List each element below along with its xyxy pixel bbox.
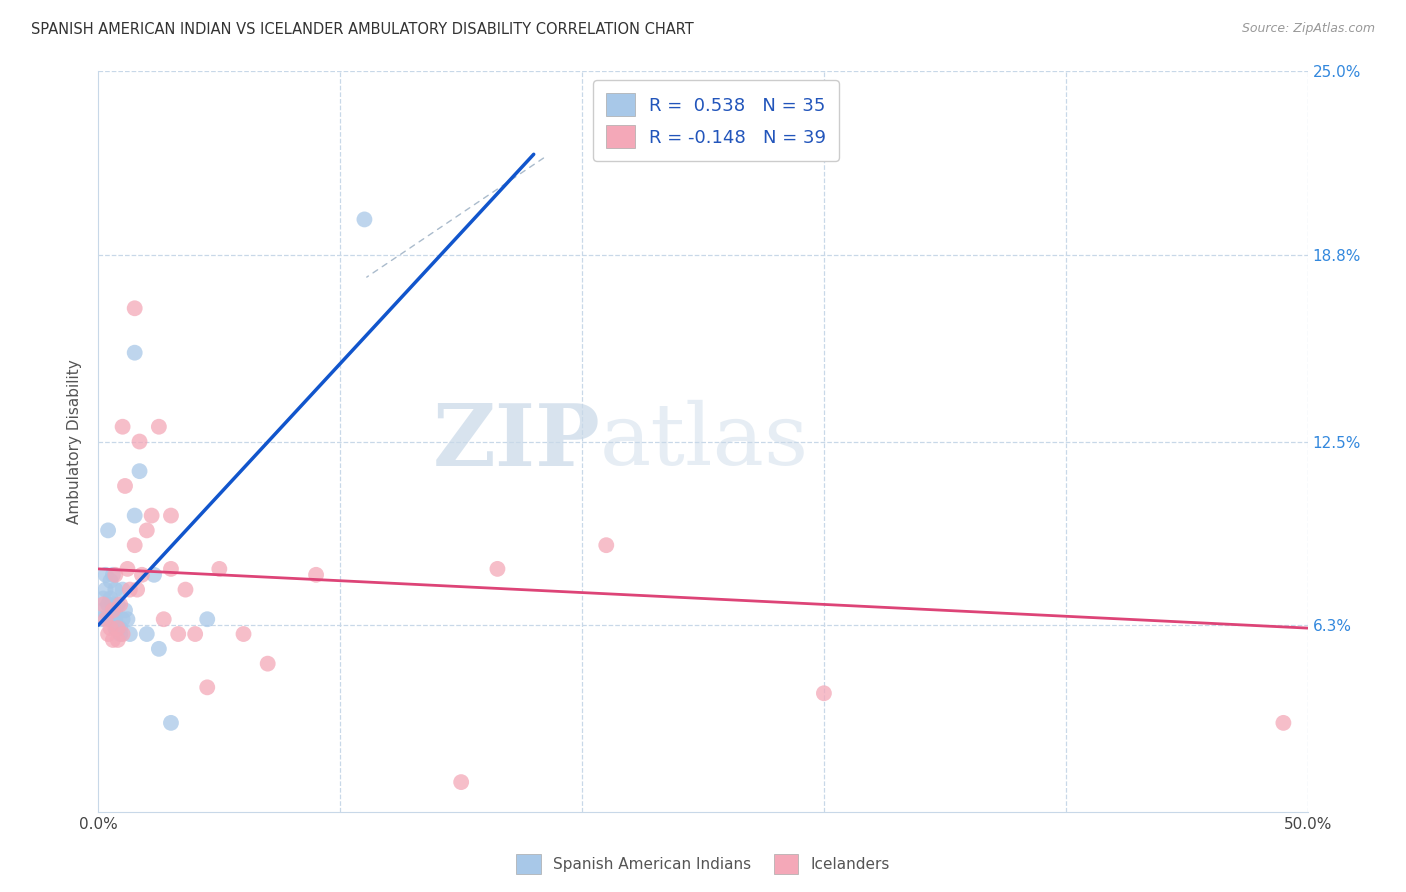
Point [450, 775, 472, 789]
Point [104, 612, 127, 626]
Point [94, 567, 117, 582]
Point [135, 627, 157, 641]
Point [128, 434, 150, 449]
Point [167, 627, 190, 641]
Point [208, 562, 231, 576]
Point [104, 567, 127, 582]
Point [127, 582, 149, 597]
Point [100, 621, 122, 635]
Point [184, 627, 207, 641]
Point [91, 591, 114, 606]
Point [160, 508, 183, 523]
Point [107, 598, 129, 612]
Point [101, 567, 124, 582]
Y-axis label: Ambulatory Disability: Ambulatory Disability [67, 359, 83, 524]
Point [160, 715, 183, 730]
Point [117, 612, 139, 626]
Point [101, 598, 124, 612]
Point [118, 627, 141, 641]
Point [94, 612, 117, 626]
Point [152, 612, 174, 626]
Point [124, 508, 146, 523]
Text: Source: ZipAtlas.com: Source: ZipAtlas.com [1241, 22, 1375, 36]
Point [94, 582, 117, 597]
Point [813, 686, 835, 700]
Text: atlas: atlas [600, 400, 810, 483]
Point [111, 612, 134, 626]
Point [148, 641, 170, 656]
Point [108, 627, 131, 641]
Point [595, 538, 617, 552]
Point [148, 419, 170, 434]
Point [143, 567, 166, 582]
Point [101, 612, 124, 626]
Point [117, 562, 139, 576]
Point [305, 567, 328, 582]
Point [91, 598, 114, 612]
Point [107, 632, 129, 647]
Point [91, 603, 114, 617]
Point [104, 621, 127, 635]
Point [108, 598, 131, 612]
Point [174, 582, 197, 597]
Point [111, 582, 134, 597]
Point [101, 603, 124, 617]
Point [114, 603, 136, 617]
Text: ZIP: ZIP [433, 400, 600, 483]
Point [124, 538, 146, 552]
Legend: R =  0.538   N = 35, R = -0.148   N = 39: R = 0.538 N = 35, R = -0.148 N = 39 [593, 80, 839, 161]
Point [100, 612, 122, 626]
Point [195, 681, 218, 695]
Point [131, 567, 153, 582]
Point [160, 562, 183, 576]
Point [1272, 715, 1295, 730]
Point [104, 582, 127, 597]
Point [100, 591, 122, 606]
Point [107, 621, 129, 635]
Point [124, 345, 146, 359]
Point [195, 612, 218, 626]
Point [97, 598, 120, 612]
Point [353, 212, 375, 227]
Point [101, 632, 124, 647]
Point [100, 574, 122, 588]
Legend: Spanish American Indians, Icelanders: Spanish American Indians, Icelanders [510, 848, 896, 880]
Point [97, 524, 120, 538]
Point [124, 301, 146, 316]
Point [108, 621, 131, 635]
Point [90, 612, 112, 626]
Point [135, 524, 157, 538]
Point [111, 627, 134, 641]
Text: SPANISH AMERICAN INDIAN VS ICELANDER AMBULATORY DISABILITY CORRELATION CHART: SPANISH AMERICAN INDIAN VS ICELANDER AMB… [31, 22, 693, 37]
Point [104, 603, 127, 617]
Point [97, 627, 120, 641]
Point [118, 582, 141, 597]
Point [107, 621, 129, 635]
Point [232, 627, 254, 641]
Point [111, 419, 134, 434]
Point [256, 657, 278, 671]
Point [486, 562, 509, 576]
Point [128, 464, 150, 478]
Point [114, 479, 136, 493]
Point [141, 508, 163, 523]
